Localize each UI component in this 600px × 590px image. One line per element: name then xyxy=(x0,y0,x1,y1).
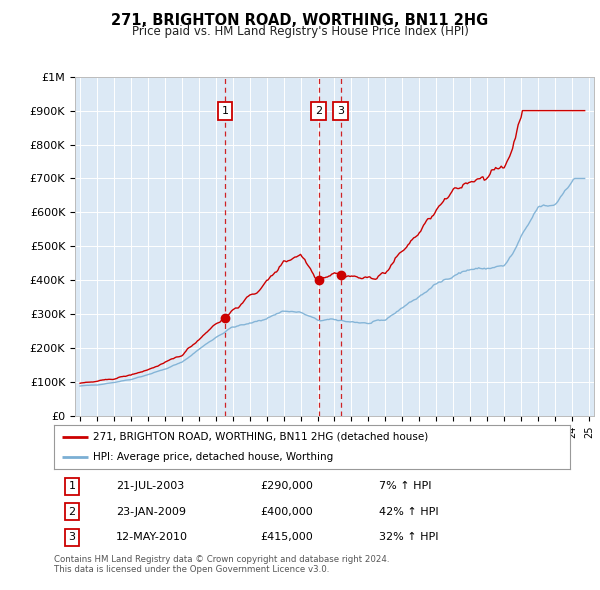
Text: 2: 2 xyxy=(315,106,322,116)
Text: 271, BRIGHTON ROAD, WORTHING, BN11 2HG: 271, BRIGHTON ROAD, WORTHING, BN11 2HG xyxy=(112,13,488,28)
Text: 32% ↑ HPI: 32% ↑ HPI xyxy=(379,532,439,542)
Text: 7% ↑ HPI: 7% ↑ HPI xyxy=(379,481,431,491)
Text: 1: 1 xyxy=(221,106,229,116)
Text: 23-JAN-2009: 23-JAN-2009 xyxy=(116,507,186,517)
Text: 2: 2 xyxy=(68,507,76,517)
Text: 3: 3 xyxy=(337,106,344,116)
Text: £415,000: £415,000 xyxy=(260,532,313,542)
Text: HPI: Average price, detached house, Worthing: HPI: Average price, detached house, Wort… xyxy=(92,452,333,462)
Text: 12-MAY-2010: 12-MAY-2010 xyxy=(116,532,188,542)
Text: 21-JUL-2003: 21-JUL-2003 xyxy=(116,481,184,491)
Text: £400,000: £400,000 xyxy=(260,507,313,517)
Text: 42% ↑ HPI: 42% ↑ HPI xyxy=(379,507,439,517)
Text: Price paid vs. HM Land Registry's House Price Index (HPI): Price paid vs. HM Land Registry's House … xyxy=(131,25,469,38)
Text: 271, BRIGHTON ROAD, WORTHING, BN11 2HG (detached house): 271, BRIGHTON ROAD, WORTHING, BN11 2HG (… xyxy=(92,432,428,442)
Text: 1: 1 xyxy=(68,481,76,491)
Text: Contains HM Land Registry data © Crown copyright and database right 2024.
This d: Contains HM Land Registry data © Crown c… xyxy=(54,555,389,574)
Text: 3: 3 xyxy=(68,532,76,542)
Text: £290,000: £290,000 xyxy=(260,481,313,491)
